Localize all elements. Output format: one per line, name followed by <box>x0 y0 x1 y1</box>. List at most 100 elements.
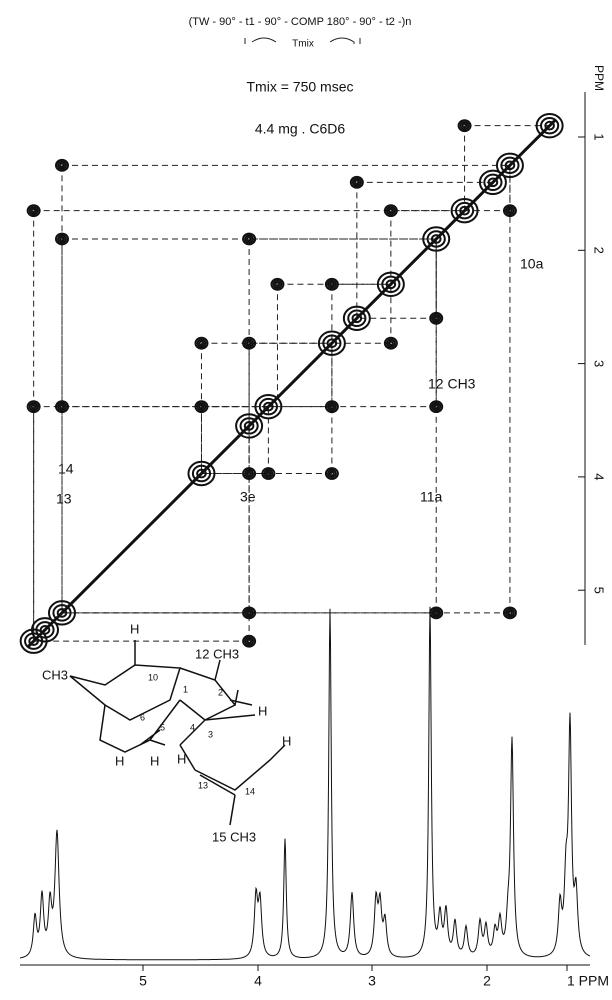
contour <box>433 315 440 322</box>
contour <box>383 204 398 218</box>
connector <box>62 165 511 614</box>
contour <box>243 421 255 431</box>
contour <box>242 634 257 648</box>
contour <box>326 338 338 349</box>
contour <box>506 207 513 214</box>
connector <box>356 238 437 319</box>
contour <box>328 470 335 477</box>
contour <box>454 201 475 220</box>
contour <box>347 309 367 328</box>
contour <box>504 160 516 171</box>
peak-label: 12 CH3 <box>428 376 476 392</box>
connector <box>356 181 493 319</box>
atom-label: CH3 <box>42 667 68 682</box>
contour <box>351 177 362 187</box>
atom-label: H <box>258 703 267 718</box>
contour <box>349 175 364 189</box>
contour <box>52 604 72 622</box>
contour <box>422 226 451 252</box>
contour <box>433 610 440 616</box>
contour <box>26 204 41 218</box>
contour <box>270 277 285 291</box>
contour <box>244 234 255 244</box>
contour <box>457 119 472 133</box>
contour <box>342 305 371 331</box>
contour <box>57 234 67 244</box>
contour <box>502 606 517 620</box>
connector <box>248 342 332 426</box>
contour <box>254 393 283 420</box>
contour <box>39 624 51 635</box>
condition: 4.4 mg . C6D6 <box>255 121 345 137</box>
contour <box>478 169 507 196</box>
contour <box>265 470 272 477</box>
contour <box>387 340 394 346</box>
contour <box>351 313 363 324</box>
contour <box>322 334 342 352</box>
contour <box>431 608 442 618</box>
contour <box>196 402 207 412</box>
contour <box>246 236 253 242</box>
contour <box>242 232 257 246</box>
contour <box>246 470 253 477</box>
atom-label: 6 <box>140 712 145 722</box>
contour <box>261 467 276 480</box>
spectrum <box>19 606 591 961</box>
contour <box>59 236 65 242</box>
contour <box>326 468 337 479</box>
contour <box>381 275 401 294</box>
contour <box>246 638 253 644</box>
contour <box>433 403 440 410</box>
structure <box>69 640 286 826</box>
connector <box>33 210 465 642</box>
contour <box>324 400 339 414</box>
contour <box>324 277 339 291</box>
contour <box>55 158 69 172</box>
contour <box>263 468 274 479</box>
contour <box>28 206 39 216</box>
axis-unit: PPM <box>592 65 606 91</box>
atom-label: 3 <box>208 729 213 739</box>
contour <box>459 205 470 216</box>
contour <box>239 417 259 435</box>
tick-label: 4 <box>254 973 262 989</box>
atom-label: H <box>150 753 159 768</box>
atom-label: H <box>177 751 186 766</box>
contour <box>198 403 205 410</box>
contour <box>30 207 37 214</box>
contour <box>502 204 517 218</box>
peak-label: 10a <box>520 256 544 272</box>
peak-label: 14 <box>58 461 74 477</box>
atom-label: 13 <box>198 780 208 790</box>
mix-label: Tmix <box>292 39 314 50</box>
contour <box>196 338 207 348</box>
contour <box>244 608 255 618</box>
contour <box>55 400 69 414</box>
contour <box>385 338 396 348</box>
contour <box>506 610 513 616</box>
contour <box>426 230 446 248</box>
contour <box>383 336 398 350</box>
contour <box>429 400 444 414</box>
contour <box>242 336 257 350</box>
contour <box>459 121 470 131</box>
pulse-sequence: (TW - 90° - t1 - 90° - COMP 180° - 90° -… <box>189 16 412 28</box>
contour <box>483 173 503 192</box>
contour <box>244 468 255 479</box>
contour <box>535 112 564 139</box>
contour <box>30 403 37 410</box>
contour <box>324 467 339 480</box>
contour <box>57 160 67 170</box>
contour <box>244 338 255 348</box>
contour <box>274 281 281 288</box>
connector <box>464 125 550 211</box>
contour <box>26 400 41 414</box>
peak-label: 13 <box>56 491 72 507</box>
contour <box>35 621 55 639</box>
contour <box>59 162 65 169</box>
contour <box>317 330 346 356</box>
contour <box>246 610 253 616</box>
contour <box>429 311 444 325</box>
atom-label: H <box>115 753 124 768</box>
contour <box>430 234 442 244</box>
